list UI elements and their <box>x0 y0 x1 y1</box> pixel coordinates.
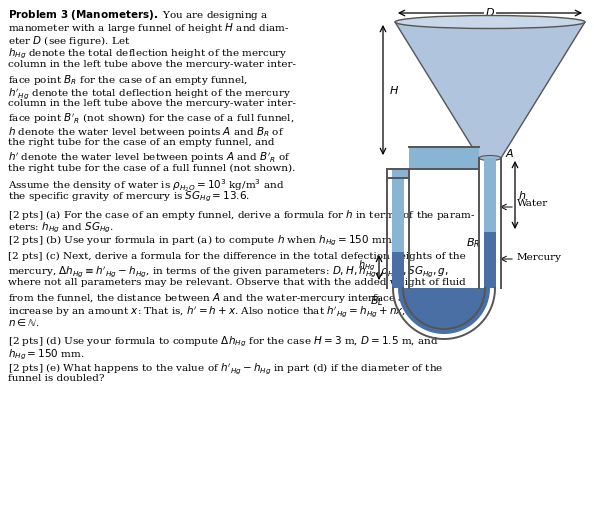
Text: manometer with a large funnel of height $H$ and diam-: manometer with a large funnel of height … <box>8 21 290 35</box>
Text: Assume the density of water is $\rho_{H_2O} = 10^3$ kg/m$^3$ and: Assume the density of water is $\rho_{H_… <box>8 177 285 194</box>
Text: $h_{Hg} = 150$ mm.: $h_{Hg} = 150$ mm. <box>8 348 85 362</box>
Text: [2 pts] (a) For the case of an empty funnel, derive a formula for $h$ in terms o: [2 pts] (a) For the case of an empty fun… <box>8 208 475 222</box>
Text: $h$: $h$ <box>518 189 526 201</box>
Text: eters: $h_{Hg}$ and $SG_{Hg}$.: eters: $h_{Hg}$ and $SG_{Hg}$. <box>8 221 114 236</box>
Text: Mercury: Mercury <box>517 253 562 262</box>
Text: the right tube for the case of a full funnel (not shown).: the right tube for the case of a full fu… <box>8 164 295 173</box>
Polygon shape <box>395 22 585 158</box>
Bar <box>392 169 409 178</box>
Ellipse shape <box>395 16 585 29</box>
Text: Water: Water <box>517 198 548 208</box>
Text: $h'_{Hg}$ denote the total deflection height of the mercury: $h'_{Hg}$ denote the total deflection he… <box>8 86 291 101</box>
Text: [2 pts] (b) Use your formula in part (a) to compute $h$ when $h_{Hg} = 150$ mm.: [2 pts] (b) Use your formula in part (a)… <box>8 234 396 249</box>
Text: $h_{Hg}$ denote the total deflection height of the mercury: $h_{Hg}$ denote the total deflection hei… <box>8 47 287 61</box>
Text: eter $D$ (see figure). Let: eter $D$ (see figure). Let <box>8 34 130 48</box>
Text: face point $B_R$ for the case of an empty funnel,: face point $B_R$ for the case of an empt… <box>8 73 248 87</box>
Bar <box>484 232 496 288</box>
Text: from the funnel, the distance between $A$ and the water-mercury interface at $B_: from the funnel, the distance between $A… <box>8 291 451 305</box>
Text: [2 pts] (d) Use your formula to compute $\Delta h_{Hg}$ for the case $H = 3$ m, : [2 pts] (d) Use your formula to compute … <box>8 335 438 349</box>
Text: $B_L$: $B_L$ <box>369 294 383 308</box>
Polygon shape <box>398 288 490 334</box>
Text: $h$ denote the water level between points $A$ and $B_R$ of: $h$ denote the water level between point… <box>8 125 285 139</box>
Ellipse shape <box>479 156 501 160</box>
Text: funnel is doubled?: funnel is doubled? <box>8 374 105 383</box>
Text: column in the left tube above the mercury-water inter-: column in the left tube above the mercur… <box>8 99 296 108</box>
Bar <box>409 147 479 169</box>
Text: column in the left tube above the mercury-water inter-: column in the left tube above the mercur… <box>8 60 296 69</box>
Text: $B_R$: $B_R$ <box>466 236 480 250</box>
Text: where not all parameters may be relevant. Observe that with the added weight of : where not all parameters may be relevant… <box>8 278 466 287</box>
Text: [2 pts] (e) What happens to the value of $h'_{Hg} - h_{Hg}$ in part (d) if the d: [2 pts] (e) What happens to the value of… <box>8 361 443 376</box>
Text: the right tube for the case of an empty funnel, and: the right tube for the case of an empty … <box>8 138 274 147</box>
Text: $n \in \mathbb{N}$.: $n \in \mathbb{N}$. <box>8 317 40 328</box>
Text: mercury, $\Delta h_{Hg} \equiv h'_{Hg} - h_{Hg}$, in terms of the given paramete: mercury, $\Delta h_{Hg} \equiv h'_{Hg} -… <box>8 265 449 280</box>
Text: $h_{Hg}$: $h_{Hg}$ <box>358 258 375 272</box>
Bar <box>392 252 404 288</box>
Bar <box>392 178 404 252</box>
Text: $h'$ denote the water level between points $A$ and $B'_R$ of: $h'$ denote the water level between poin… <box>8 151 291 166</box>
Text: $A$: $A$ <box>505 147 514 159</box>
Text: face point $B'_R$ (not shown) for the case of a full funnel,: face point $B'_R$ (not shown) for the ca… <box>8 112 295 127</box>
Text: the specific gravity of mercury is $SG_{Hg} = 13.6$.: the specific gravity of mercury is $SG_{… <box>8 190 250 204</box>
Text: increase by an amount $x$: That is, $h' = h+x$. Also notice that $h'_{Hg} = h_{H: increase by an amount $x$: That is, $h' … <box>8 304 456 319</box>
Text: [2 pts] (c) Next, derive a formula for the difference in the total defection hei: [2 pts] (c) Next, derive a formula for t… <box>8 252 466 261</box>
Bar <box>484 158 496 232</box>
Text: $H$: $H$ <box>389 84 399 96</box>
Text: diameter: diameter <box>465 0 516 2</box>
Text: $\bf{Problem\ 3\ (Manometers).}$ You are designing a: $\bf{Problem\ 3\ (Manometers).}$ You are… <box>8 8 268 22</box>
Text: $D$: $D$ <box>485 6 495 18</box>
